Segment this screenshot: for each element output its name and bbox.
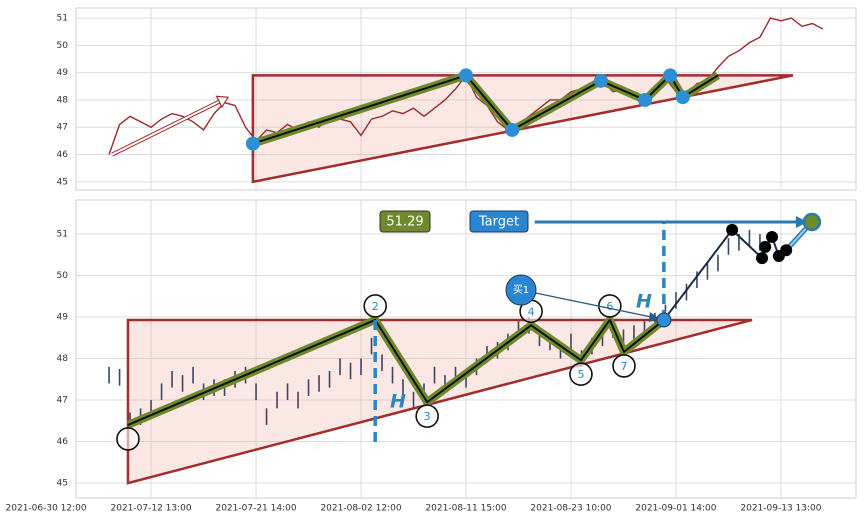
pivot-circle [612,354,636,378]
pivot-circle [116,427,140,451]
buy-arrow [520,289,657,319]
y-tick-label: 48 [57,95,69,105]
arrow-shaft-inner [111,100,220,156]
followup-dot [780,244,793,257]
x-tick-label: 2021-09-01 14:00 [635,504,716,514]
pivot-label: 4 [528,305,535,318]
y-tick-label: 51 [57,230,68,240]
pivot-label: 7 [620,360,627,373]
y-tick-label: 49 [57,68,69,78]
y-tick-label: 50 [57,271,69,281]
pivot-label: 6 [606,300,613,313]
price-box [379,210,431,233]
pivot-label: 2 [372,300,379,313]
x-tick-label: 2021-06-30 12:00 [6,504,87,514]
x-tick-label: 2021-08-23 10:00 [530,504,611,514]
h-label: H [636,291,652,313]
pivot-label: 3 [424,410,431,423]
y-tick-label: 47 [57,396,68,406]
pivot-dot [675,90,690,105]
followup-dot [766,230,779,243]
buy-point [656,312,672,328]
price-box-text: 51.29 [386,215,423,230]
pivot-circle [415,404,439,428]
target-arrowhead [795,215,808,228]
y-tick-label: 45 [57,479,68,489]
target-box-text: Target [478,215,519,230]
y-tick-label: 51 [57,14,68,24]
pivot-dot [459,68,473,83]
y-tick-label: 48 [57,354,69,364]
buy-bubble [505,274,537,306]
x-tick-label: 2021-08-02 12:00 [320,504,401,514]
buy-label: 买1 [513,284,529,296]
pivot-label: 5 [577,368,584,381]
followup-dot [726,223,739,236]
arrow-head [215,95,230,109]
pivot-dot [593,73,608,88]
followup-dot [759,240,772,253]
y-tick-label: 50 [57,41,69,51]
pivot-dot [663,68,678,83]
pivot-dot [245,136,260,151]
target-dot [802,212,822,232]
y-tick-label: 46 [57,437,69,447]
pivot-dot [505,122,520,137]
pivot-circle [363,294,387,318]
pivot-dot [637,92,652,107]
x-tick-label: 2021-07-12 13:00 [111,504,192,514]
y-tick-label: 47 [57,123,68,133]
x-tick-label: 2021-08-11 15:00 [425,504,506,514]
x-tick-label: 2021-07-21 14:00 [215,504,296,514]
target-box [469,210,529,233]
zigzag-line [127,318,665,426]
h-label: H [390,391,406,413]
pivot-circle [569,362,593,387]
x-tick-label: 2021-09-13 13:00 [740,504,821,514]
y-tick-label: 45 [57,177,68,187]
y-tick-label: 46 [57,150,69,160]
y-tick-label: 49 [57,313,69,323]
followup-dot [756,252,769,265]
